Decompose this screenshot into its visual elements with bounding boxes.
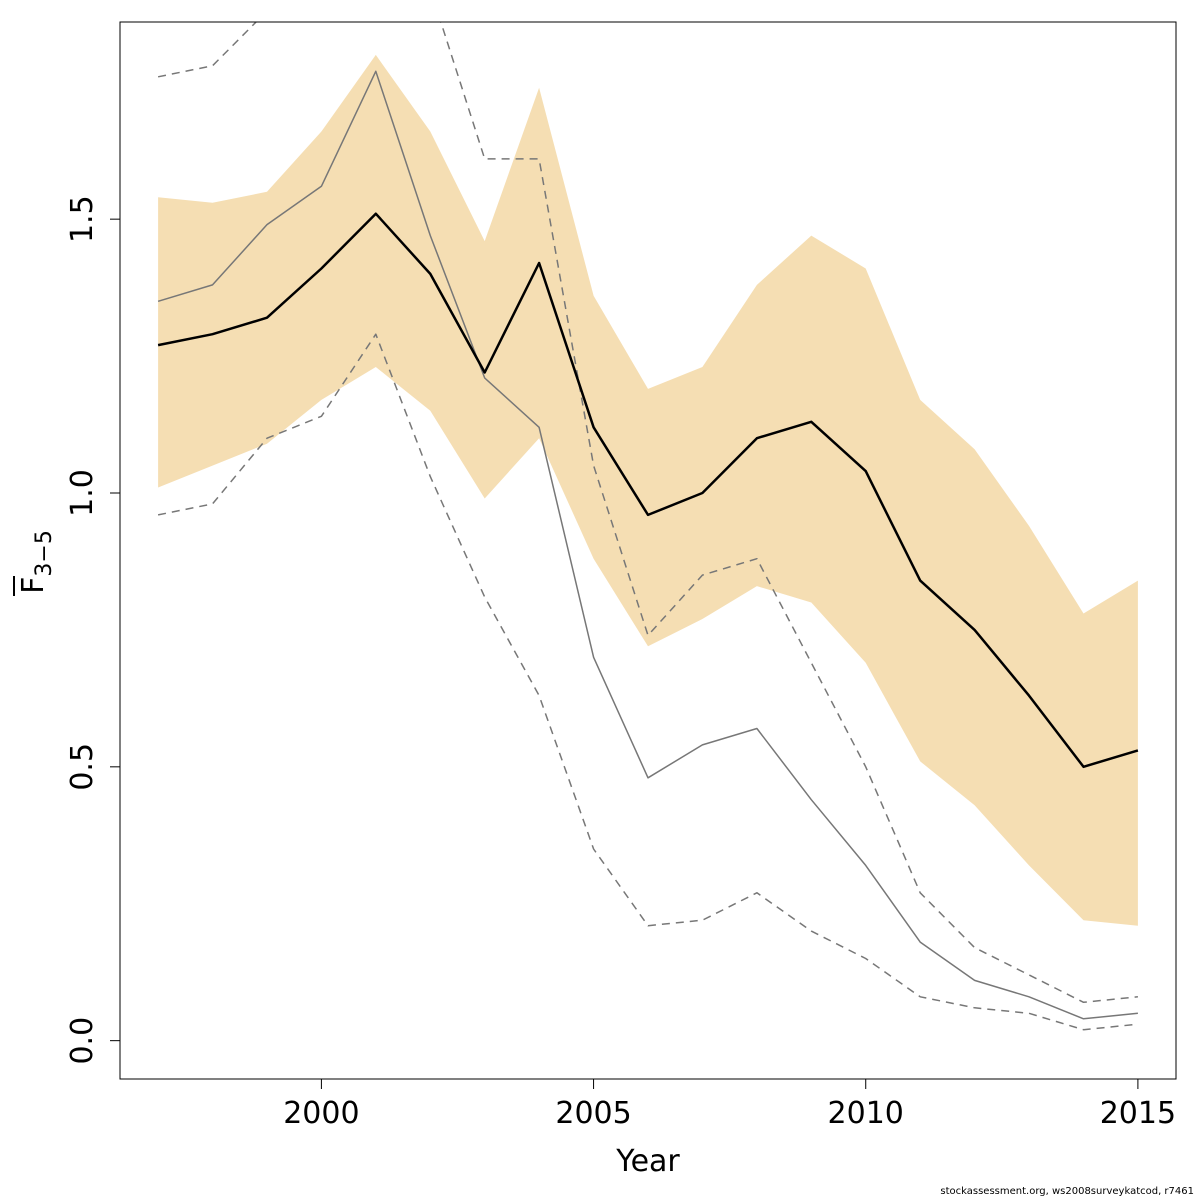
- series-lines-layer: [157, 22, 1139, 1031]
- svg-text:F3−5: F3−5: [16, 530, 57, 594]
- series-line-2: [157, 70, 1138, 1020]
- y-axis: 0.0 0.5 1.0 1.5: [65, 195, 121, 1065]
- series-line-1: [157, 212, 1139, 769]
- footer-credit: stockassessment.org, ws2008surveykatcod,…: [940, 1186, 1194, 1197]
- series-line-4: [157, 333, 1138, 1031]
- confidence-band-layer: [158, 54, 1138, 926]
- y-tick-label-1: 0.5: [65, 743, 100, 791]
- y-axis-title-main: F: [16, 577, 51, 594]
- y-tick-label-3: 1.5: [65, 195, 100, 243]
- x-tick-label-2015: 2015: [1100, 1096, 1176, 1131]
- x-tick-label-2005: 2005: [555, 1096, 631, 1131]
- y-tick-label-0: 0.0: [65, 1017, 100, 1065]
- y-axis-title-subscript: 3−5: [32, 530, 57, 576]
- y-tick-label-2: 1.0: [65, 469, 100, 517]
- x-axis-title: Year: [615, 1144, 680, 1179]
- x-tick-label-2010: 2010: [828, 1096, 904, 1131]
- confidence-band: [158, 54, 1138, 926]
- y-axis-title: F3−5: [13, 530, 57, 596]
- x-tick-label-2000: 2000: [283, 1096, 359, 1131]
- x-axis: 2000 2005 2010 2015: [283, 1078, 1176, 1131]
